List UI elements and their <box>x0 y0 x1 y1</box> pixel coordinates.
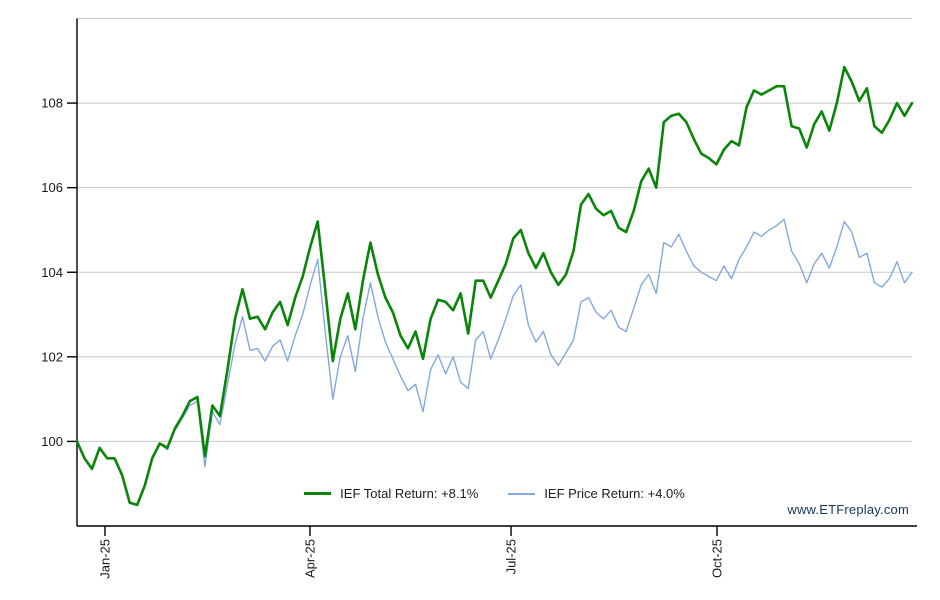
legend-item-total-return: IEF Total Return: +8.1% <box>304 486 478 501</box>
total-return-legend-label: IEF Total Return: +8.1% <box>340 486 479 501</box>
svg-text:102: 102 <box>41 349 63 364</box>
svg-text:106: 106 <box>41 180 63 195</box>
chart-legend: IEF Total Return: +8.1% IEF Price Return… <box>77 486 912 501</box>
total-return-line-swatch <box>304 492 332 495</box>
svg-text:Oct-25: Oct-25 <box>710 539 725 578</box>
svg-text:108: 108 <box>41 96 63 111</box>
svg-text:100: 100 <box>41 434 63 449</box>
watermark-text: www.ETFreplay.com <box>787 502 909 517</box>
price-return-line-swatch <box>508 492 536 495</box>
svg-text:104: 104 <box>41 265 63 280</box>
price-return-legend-label: IEF Price Return: +4.0% <box>544 486 685 501</box>
svg-text:Jul-25: Jul-25 <box>504 539 519 574</box>
svg-text:Jan-25: Jan-25 <box>97 539 112 579</box>
legend-item-price-return: IEF Price Return: +4.0% <box>508 486 685 501</box>
svg-text:Apr-25: Apr-25 <box>302 539 317 578</box>
